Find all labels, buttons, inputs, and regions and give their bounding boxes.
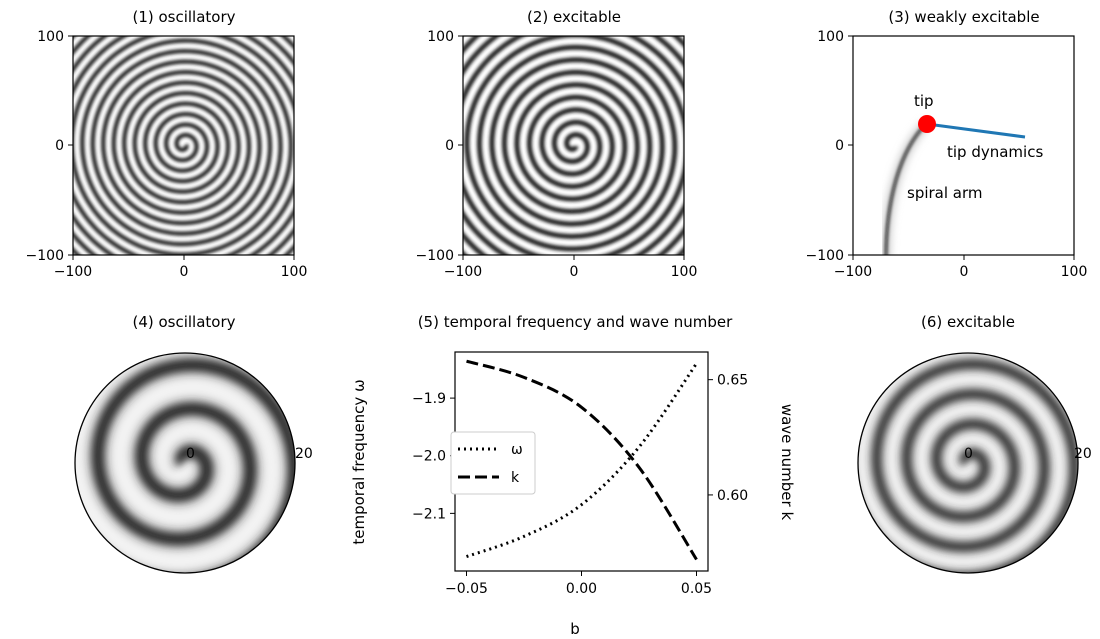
chart-series bbox=[465, 359, 698, 561]
panel-1: (1) oscillatory 100 0 −100 −100 0 100 bbox=[26, 8, 308, 280]
chart-legend: ω k bbox=[450, 431, 536, 495]
chart-xlabel: b bbox=[570, 620, 580, 638]
chart-ticks: −0.05 0.00 0.05 −1.9 −2.0 −2.1 0.65 0.60 bbox=[412, 373, 748, 597]
panel-3-ytick: 100 bbox=[817, 29, 844, 45]
panel-1-xtick: 0 bbox=[180, 264, 189, 280]
panel-2-xtick: 100 bbox=[671, 264, 698, 280]
panel-1-spiral-image bbox=[73, 36, 294, 255]
panel-4-radial-label: 0 bbox=[186, 446, 195, 462]
panel-6: (6) excitable 0 20 bbox=[857, 313, 1092, 574]
x-tick-label: −0.05 bbox=[445, 581, 488, 597]
panel-6-polar-frame bbox=[857, 352, 1079, 574]
spiral-arm-label: spiral arm bbox=[907, 184, 983, 202]
panel-6-title: (6) excitable bbox=[921, 313, 1015, 331]
panel-2-spiral-image bbox=[463, 36, 684, 255]
x-tick-label: 0.05 bbox=[681, 581, 712, 597]
panel-6-radial-label: 20 bbox=[1074, 446, 1092, 462]
panel-3-title: (3) weakly excitable bbox=[888, 8, 1039, 26]
series-omega-line bbox=[465, 362, 698, 559]
panel-5: (5) temporal frequency and wave number −… bbox=[350, 313, 796, 638]
panel-2-ytick: 100 bbox=[427, 29, 454, 45]
panel-2-spiral bbox=[463, 36, 684, 255]
tip-dynamics-line bbox=[926, 122, 1026, 139]
tip-marker bbox=[918, 115, 936, 133]
tip-label: tip bbox=[914, 92, 934, 110]
panel-6-radial-label: 0 bbox=[964, 446, 973, 462]
chart-title: (5) temporal frequency and wave number bbox=[418, 313, 733, 331]
panel-2-xtick: 0 bbox=[570, 264, 579, 280]
panel-4-polar-frame bbox=[74, 352, 296, 574]
panel-1-xtick: 100 bbox=[281, 264, 308, 280]
y-right-tick-label: 0.60 bbox=[717, 488, 748, 504]
panel-4-radial-label: 20 bbox=[295, 446, 313, 462]
panel-2-title: (2) excitable bbox=[527, 8, 621, 26]
panel-6-polar-image bbox=[858, 353, 1078, 573]
panel-3-xtick: 100 bbox=[1061, 264, 1088, 280]
tip-dynamics-label: tip dynamics bbox=[947, 143, 1043, 161]
spiral-arm bbox=[884, 123, 927, 255]
panel-2-ytick: −100 bbox=[416, 248, 454, 264]
panel-1-title: (1) oscillatory bbox=[132, 8, 235, 26]
panel-3: (3) weakly excitable tip tip dynamics sp… bbox=[806, 8, 1088, 280]
chart-ylabel-left: temporal frequency ω bbox=[350, 379, 368, 544]
panel-1-spiral bbox=[73, 36, 294, 255]
chart-ylabel-right: wave number k bbox=[778, 404, 796, 521]
panel-4-title: (4) oscillatory bbox=[132, 313, 235, 331]
panel-1-ytick: −100 bbox=[26, 248, 64, 264]
panel-1-ytick: 100 bbox=[37, 29, 64, 45]
panel-4-polar-image bbox=[75, 353, 295, 573]
panel-2-ytick: 0 bbox=[445, 138, 454, 154]
y-left-tick-label: −2.0 bbox=[412, 449, 446, 465]
y-left-tick-label: −2.1 bbox=[412, 506, 446, 522]
panel-2: (2) excitable 100 0 −100 −100 0 100 bbox=[416, 8, 698, 280]
x-tick-label: 0.00 bbox=[566, 581, 597, 597]
y-left-tick-label: −1.9 bbox=[412, 391, 446, 407]
panel-1-ytick: 0 bbox=[55, 138, 64, 154]
panel-3-ytick: 0 bbox=[835, 138, 844, 154]
y-right-tick-label: 0.65 bbox=[717, 373, 748, 389]
panel-4: (4) oscillatory 0 20 bbox=[74, 313, 313, 574]
panel-2-xtick: −100 bbox=[444, 264, 482, 280]
legend-label-omega: ω bbox=[511, 442, 523, 458]
panel-3-image bbox=[853, 36, 1074, 255]
panel-3-xtick: 0 bbox=[960, 264, 969, 280]
legend-label-k: k bbox=[511, 470, 520, 486]
panel-3-ytick: −100 bbox=[806, 248, 844, 264]
panel-3-xtick: −100 bbox=[834, 264, 872, 280]
panel-1-xtick: −100 bbox=[54, 264, 92, 280]
